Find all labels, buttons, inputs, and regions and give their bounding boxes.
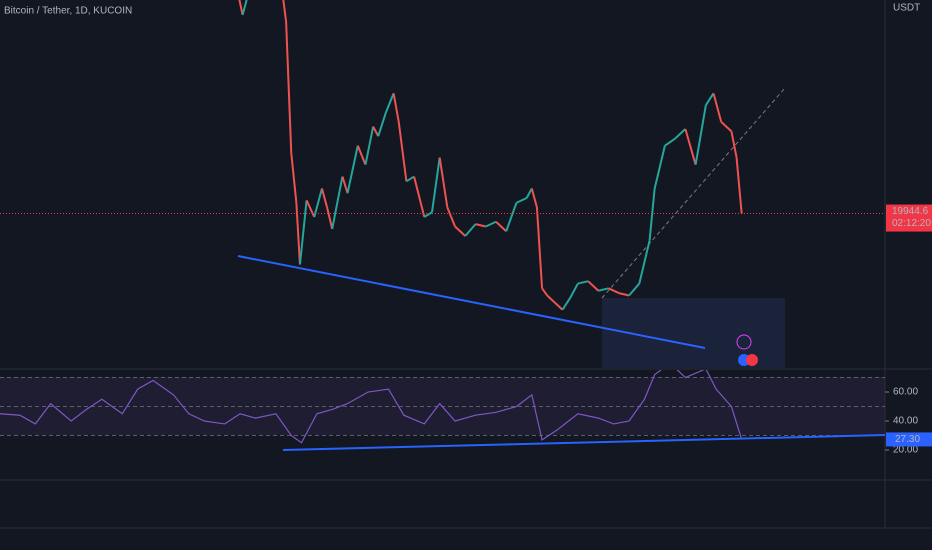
price-segment (541, 287, 548, 297)
price-segment (505, 202, 518, 232)
price-segment (485, 220, 497, 228)
price-segment (238, 0, 244, 16)
price-segment (735, 157, 743, 214)
price-segment (495, 221, 507, 232)
price-segment (618, 292, 630, 297)
price-segment (372, 126, 380, 137)
rsi-trendline (282, 434, 886, 451)
currency: USDT (893, 3, 920, 14)
price-segment (331, 176, 344, 230)
price-segment (423, 211, 433, 218)
price-segment (653, 145, 666, 189)
rsi-tick-label: 20.00 (893, 445, 918, 456)
price-segment (608, 287, 620, 294)
event-icon[interactable] (736, 334, 752, 350)
price-segment (290, 152, 298, 203)
price-segment (385, 92, 395, 113)
symbol-title: Bitcoin / Tether, 1D, KUCOIN (4, 6, 132, 17)
price-segment (664, 137, 676, 147)
price-segment (431, 157, 441, 213)
price-segment (305, 199, 316, 218)
price-segment (454, 225, 466, 237)
price-segment (674, 128, 687, 140)
price-segment (587, 280, 600, 292)
price-segment (554, 301, 564, 311)
rsi-line (0, 370, 743, 444)
price-segment (628, 282, 641, 297)
price-segment (638, 240, 651, 284)
event-icon[interactable] (746, 354, 758, 366)
price-segment (684, 128, 697, 165)
price-segment (392, 93, 400, 123)
price-segment (730, 131, 738, 158)
rsi-series (0, 370, 743, 444)
fib-trend (601, 87, 786, 299)
price-segment (397, 121, 408, 182)
price-segment (530, 188, 538, 208)
price-segment (313, 188, 323, 218)
rsi-box (886, 432, 932, 447)
price-segment (694, 105, 707, 165)
last-price: 19944.6 (892, 206, 929, 217)
price-segment (705, 92, 715, 106)
price-segment (326, 207, 334, 230)
price-segment (413, 176, 426, 218)
trendline (237, 255, 706, 349)
price-segment (320, 188, 329, 208)
price-segment (356, 145, 367, 166)
price-segment (569, 283, 579, 299)
rsi-tick-label: 40.00 (893, 416, 918, 427)
price-segment (405, 175, 415, 183)
price-segment (720, 121, 733, 133)
price-segment (298, 200, 308, 265)
countdown: 02:12:20 (892, 218, 931, 229)
price-segment (241, 0, 248, 16)
price-segment (516, 197, 528, 204)
price-segment (341, 176, 349, 194)
price-segment (546, 294, 556, 304)
price-box (886, 204, 932, 232)
price-segment (438, 157, 449, 208)
rsi-value: 27.30 (895, 434, 920, 445)
price-segment (377, 112, 387, 137)
price-segment (475, 223, 486, 228)
price-segment (648, 188, 656, 241)
price-segment (577, 280, 589, 285)
price-segment (525, 187, 533, 199)
price-segment (446, 207, 456, 227)
rsi-tick-label: 60.00 (893, 387, 918, 398)
price-series (238, 0, 743, 311)
price-segment (561, 297, 572, 311)
price-segment (364, 126, 375, 165)
price-segment (285, 21, 293, 153)
price-segment (295, 202, 301, 265)
price-segment (535, 207, 544, 289)
price-segment (464, 223, 477, 237)
price-segment (712, 93, 723, 123)
price-segment (282, 0, 288, 23)
price-segment (346, 145, 359, 194)
price-segment (598, 287, 609, 292)
